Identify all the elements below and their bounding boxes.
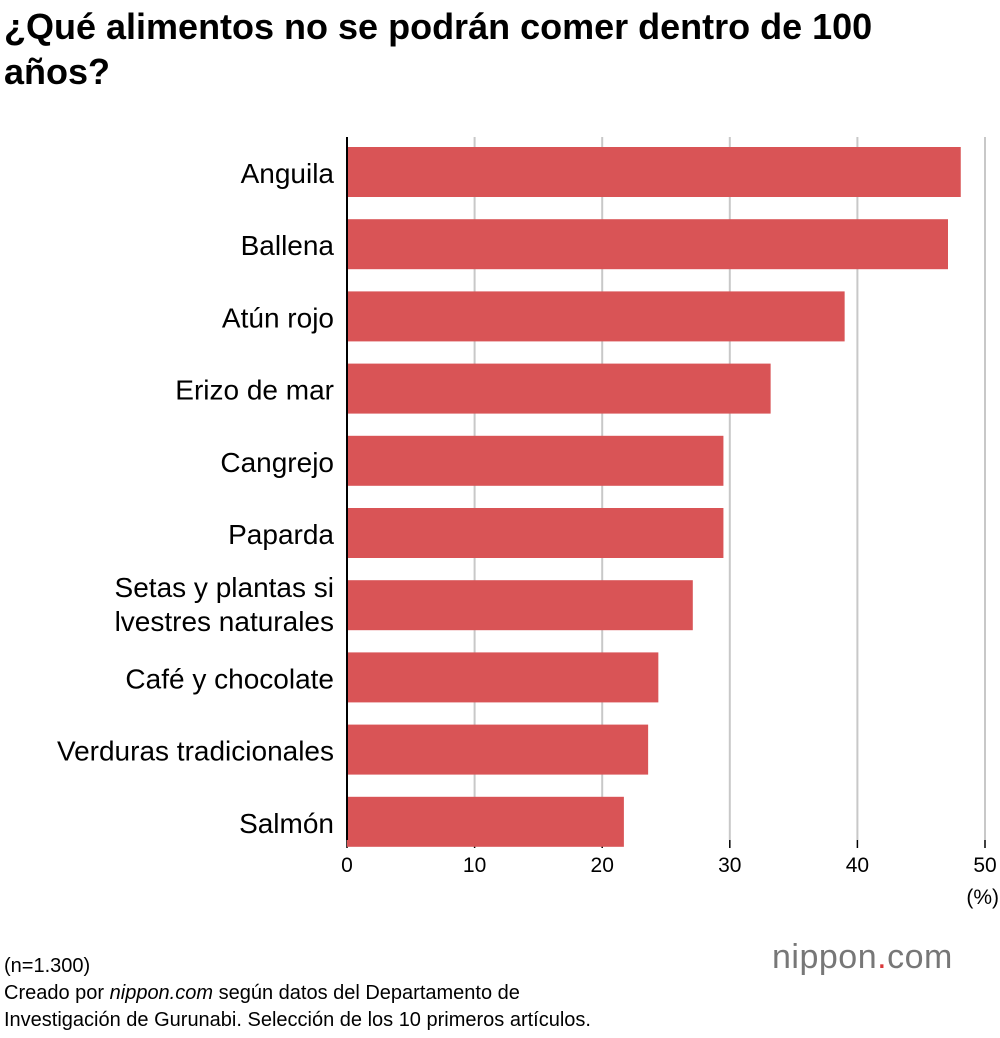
- bar: [347, 796, 624, 847]
- x-tick-label: 20: [591, 854, 614, 877]
- category-label: Erizo de mar: [175, 375, 334, 406]
- category-label: Cangrejo: [220, 447, 334, 478]
- bar-chart: 0 10 20 30 40 50 (%) Anguila Ballena Atún rojo Eri…: [57, 137, 999, 909]
- x-tick-label: 10: [463, 854, 486, 877]
- category-label: Café y chocolate: [125, 663, 334, 694]
- category-label: Atún rojo: [222, 302, 334, 333]
- bar: [347, 724, 649, 775]
- category-label: Setas y plantas si lvestres naturales: [115, 572, 334, 637]
- footer: (n=1.300) Creado por nippon.com según da…: [4, 953, 591, 1034]
- category-label: Ballena: [241, 230, 335, 261]
- source-line-1: Creado por nippon.com según datos del De…: [4, 982, 520, 1004]
- x-tick-label: 0: [341, 854, 353, 877]
- category-label: Paparda: [228, 519, 334, 550]
- source-line-2: Investigación de Gurunabi. Selección de …: [4, 1009, 591, 1031]
- bar: [347, 580, 693, 631]
- x-tick-label: 30: [718, 854, 741, 877]
- bar: [347, 652, 659, 703]
- bar: [347, 363, 771, 414]
- x-unit-label: (%): [966, 886, 999, 909]
- bar: [347, 435, 724, 486]
- category-label: Salmón: [239, 808, 334, 839]
- category-label: Verduras tradicionales: [57, 736, 334, 767]
- x-tick-label: 40: [846, 854, 869, 877]
- nippon-logo: nippon.com: [772, 938, 953, 976]
- bar: [347, 508, 724, 558]
- sample-size: (n=1.300): [4, 955, 91, 977]
- bar: [347, 147, 961, 197]
- bar: [347, 291, 845, 342]
- chart-title: ¿Qué alimentos no se podrán comer dentro…: [4, 6, 873, 92]
- category-label: Anguila: [241, 158, 335, 189]
- x-tick-label: 50: [973, 854, 996, 877]
- bar: [347, 219, 948, 270]
